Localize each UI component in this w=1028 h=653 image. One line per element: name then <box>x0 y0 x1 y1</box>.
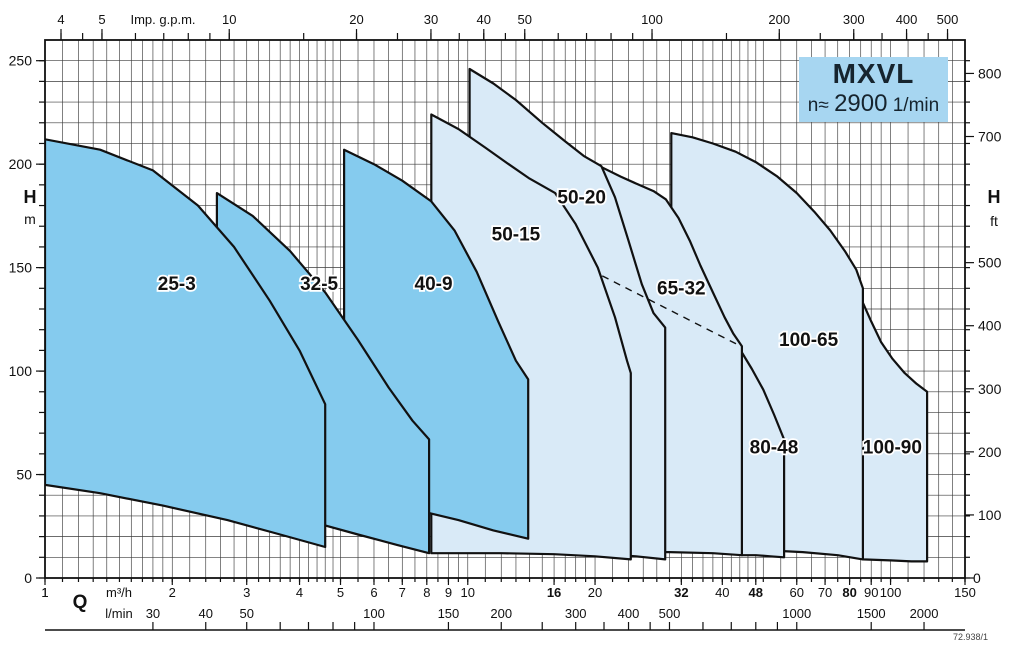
right-axis-title: H <box>988 187 1001 207</box>
lmin-tick-label: 30 <box>146 606 160 621</box>
gpm-tick-label: 20 <box>349 12 363 27</box>
m3h-unit-label: m³/h <box>106 585 132 600</box>
m3h-tick-label: 60 <box>790 585 804 600</box>
lmin-tick-label: 100 <box>363 606 385 621</box>
envelope-100-90 <box>861 301 929 563</box>
m3h-tick-label: 40 <box>715 585 729 600</box>
pump-label-100-90: 100-90 <box>863 438 922 459</box>
speed-unit: 1/min <box>887 95 940 116</box>
ft-tick-label: 800 <box>978 65 1002 81</box>
m3h-tick-label: 100 <box>880 585 902 600</box>
envelope-80-48 <box>740 351 786 559</box>
gpm-tick-label: 300 <box>843 12 865 27</box>
m3h-tick-label: 2 <box>169 585 176 600</box>
m3h-tick-label: 70 <box>818 585 832 600</box>
lmin-tick-label: 400 <box>618 606 640 621</box>
pump-label-40-9: 40-9 <box>415 274 453 295</box>
m3h-tick-label: 48 <box>749 585 763 600</box>
m-tick-label: 50 <box>16 467 32 483</box>
ft-zero-label: 0 <box>973 570 981 586</box>
gpm-tick-label: 100 <box>641 12 663 27</box>
m-zero-label: 0 <box>24 570 32 586</box>
gpm-tick-label: 5 <box>98 12 105 27</box>
lmin-tick-label: 2000 <box>910 606 939 621</box>
m3h-origin-label: 1 <box>41 585 48 600</box>
m3h-tick-label: 4 <box>296 585 303 600</box>
pump-label-32-5: 32-5 <box>300 274 338 295</box>
ft-tick-label: 700 <box>978 129 1002 145</box>
drawing-number: 72.938/1 <box>952 632 988 642</box>
lmin-tick-label: 300 <box>565 606 587 621</box>
ft-tick-label: 500 <box>978 255 1002 271</box>
ft-tick-label: 400 <box>978 318 1002 334</box>
lmin-tick-label: 40 <box>199 606 213 621</box>
m3h-tick-label: 10 <box>461 585 475 600</box>
m3h-tick-label: 1 <box>41 585 48 600</box>
lmin-tick-label: 150 <box>438 606 460 621</box>
gpm-tick-label: 500 <box>937 12 959 27</box>
m-tick-label: 150 <box>9 260 33 276</box>
left-axis-m: 50 100 150 200 250 0 Hm 1 <box>9 53 49 600</box>
lmin-tick-label: 500 <box>659 606 681 621</box>
gpm-axis-title: Imp. g.p.m. <box>130 12 195 27</box>
bottom-axis-m3h: 1 2 3 4 5 6 7 8 9 10 16 20 32 40 48 60 70 80 90 100 150 Q m³/h <box>41 578 976 613</box>
gpm-tick-label: 50 <box>518 12 532 27</box>
lmin-tick-label: 1500 <box>857 606 886 621</box>
model-title-box: MXVL n≈ 2900 1/min <box>799 57 948 122</box>
ft-tick-label: 300 <box>978 381 1002 397</box>
m3h-tick-label: 150 <box>954 585 976 600</box>
pump-label-100-65: 100-65 <box>779 330 839 351</box>
left-axis-title: H <box>24 187 37 207</box>
right-axis-ft: 100 200 300 400 500 700 800 0 Hft <box>965 60 1002 586</box>
m-tick-label: 250 <box>9 53 33 69</box>
pump-envelopes <box>45 67 929 563</box>
pump-label-25-3: 25-3 <box>158 274 196 295</box>
gpm-tick-label: 200 <box>768 12 790 27</box>
top-axis-gpm: 4 5 10 20 30 40 50 100 200 300 400 500 Imp. g.p.m. <box>57 12 958 40</box>
gpm-tick-label: 40 <box>477 12 491 27</box>
flow-axis-title: Q <box>73 592 88 613</box>
m3h-tick-label: 7 <box>399 585 406 600</box>
gpm-tick-label: 400 <box>896 12 918 27</box>
envelope-25-3 <box>45 138 327 549</box>
m3h-tick-label: 5 <box>337 585 344 600</box>
right-axis-unit: ft <box>990 213 998 229</box>
speed-value: 2900 <box>834 90 888 117</box>
m3h-tick-label: 16 <box>547 585 561 600</box>
lmin-tick-label: 200 <box>490 606 512 621</box>
m3h-tick-label: 6 <box>370 585 377 600</box>
gpm-tick-label: 10 <box>222 12 236 27</box>
bottom-axis-lmin: 30 40 50 100 150 200 300 400 500 1000 1500 2000 l/mi… <box>45 606 965 631</box>
m3h-tick-label: 90 <box>864 585 878 600</box>
left-axis-unit: m <box>24 211 36 227</box>
lmin-tick-label: 1000 <box>782 606 811 621</box>
pump-label-80-48: 80-48 <box>750 438 799 459</box>
m3h-tick-label: 20 <box>588 585 602 600</box>
ft-tick-label: 200 <box>978 444 1002 460</box>
model-speed: n≈ 2900 1/min <box>799 91 948 119</box>
lmin-tick-label: 50 <box>239 606 253 621</box>
m3h-tick-label: 80 <box>842 585 856 600</box>
m3h-tick-label: 3 <box>243 585 250 600</box>
model-name: MXVL <box>832 58 915 89</box>
pump-label-50-20: 50-20 <box>557 187 606 208</box>
gpm-tick-label: 30 <box>424 12 438 27</box>
pump-labels: 25-3 32-5 40-9 50-15 50-20 65-32 100-65 80-48 10… <box>156 186 924 461</box>
ft-tick-label: 100 <box>978 507 1002 523</box>
speed-prefix: n≈ <box>807 95 835 116</box>
m3h-tick-label: 9 <box>445 585 452 600</box>
lmin-unit-label: l/min <box>105 606 132 621</box>
m3h-tick-label: 32 <box>674 585 688 600</box>
pump-label-50-15: 50-15 <box>492 225 541 246</box>
gpm-tick-label: 4 <box>57 12 64 27</box>
m3h-tick-label: 8 <box>423 585 430 600</box>
m-tick-label: 200 <box>9 156 33 172</box>
m-tick-label: 100 <box>9 363 33 379</box>
pump-label-65-32: 65-32 <box>657 278 706 299</box>
